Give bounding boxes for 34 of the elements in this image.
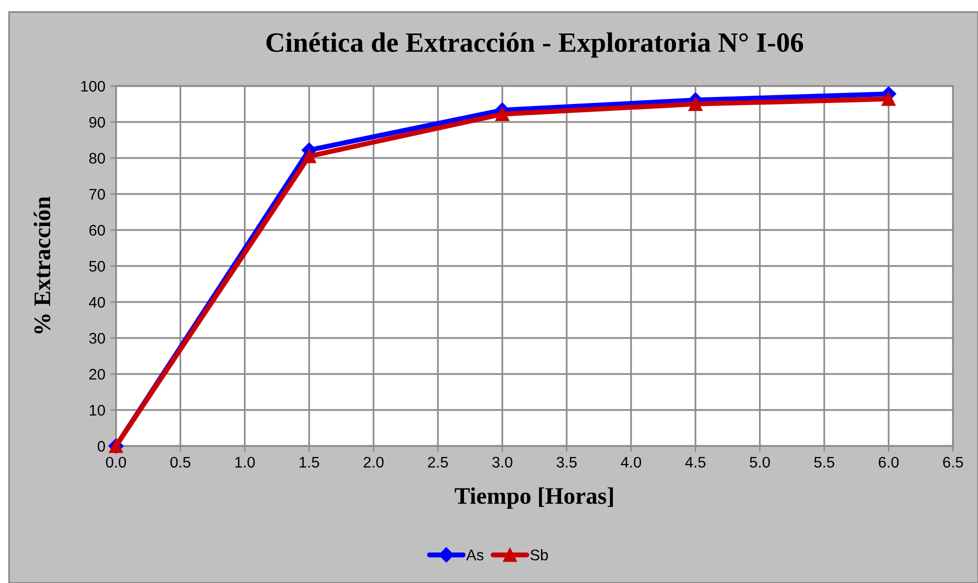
y-tick-label: 100 [81, 80, 105, 92]
y-tick-label: 70 [89, 188, 105, 200]
x-tick-label: 1.0 [235, 456, 255, 468]
legend-label: As [466, 550, 484, 560]
x-tick-label: 1.5 [300, 456, 320, 468]
x-tick-label: 6.5 [943, 456, 963, 468]
x-tick-label: 3.5 [556, 456, 577, 468]
y-tick-label: 60 [89, 224, 105, 236]
x-tick-label: 2.5 [428, 456, 448, 468]
y-axis-title: % Extracción [34, 196, 50, 334]
chart-title: Cinética de Extracción - Exploratoria N° I-06 [266, 32, 804, 58]
x-tick-label: 2.0 [364, 456, 384, 468]
x-tick-label: 4.0 [620, 456, 642, 468]
y-tick-label: 10 [90, 404, 105, 416]
point [882, 92, 896, 106]
x-tick-label: 4.5 [685, 456, 706, 468]
point [495, 107, 510, 122]
x-tick-label: 0.0 [106, 456, 126, 468]
x-tick-label: 0.5 [170, 456, 190, 468]
x-tick-label: 6.0 [878, 456, 899, 468]
legend-label: Sb [530, 549, 548, 560]
x-tick-label: 3.0 [492, 456, 512, 468]
y-tick-label: 50 [89, 260, 105, 272]
y-tick-label: 0 [98, 440, 105, 452]
y-tick-label: 30 [89, 332, 105, 344]
y-tick-label: 90 [89, 116, 105, 128]
point [302, 149, 316, 164]
x-tick-label: 5.5 [814, 456, 834, 468]
x-axis-title: Tiempo [Horas] [454, 487, 613, 509]
x-tick-label: 5.0 [750, 456, 770, 468]
y-tick-label: 80 [89, 152, 105, 164]
y-tick-label: 20 [89, 368, 105, 380]
point [688, 97, 702, 111]
y-tick-label: 40 [88, 296, 105, 308]
